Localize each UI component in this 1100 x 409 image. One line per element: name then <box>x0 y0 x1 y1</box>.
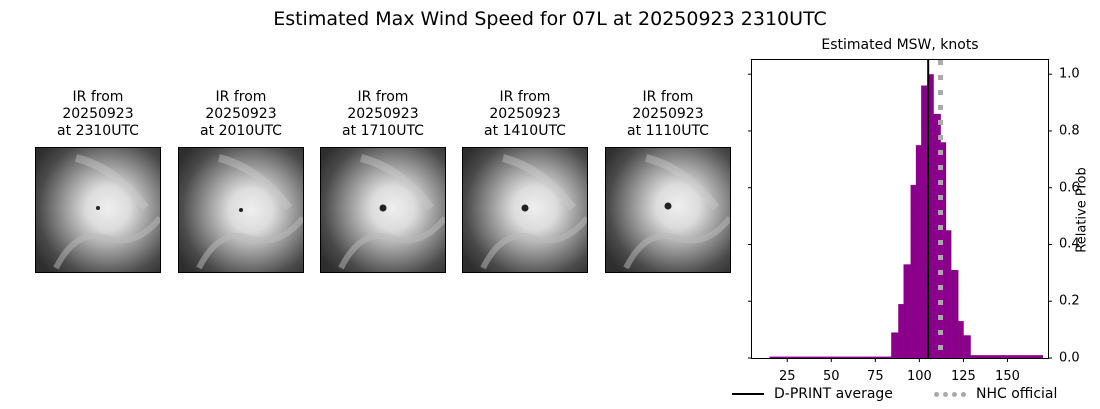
ir-satellite-image <box>605 147 731 273</box>
histogram-bar <box>958 321 964 358</box>
legend-label: NHC official <box>976 386 1058 402</box>
histogram-bar <box>898 304 904 358</box>
histogram-bar <box>921 85 929 359</box>
y-tick-label: 0.6 <box>1059 180 1080 196</box>
histogram-bar <box>940 142 947 358</box>
ir-panel-title: IR from 20250923 at 1110UTC <box>627 89 709 139</box>
legend-item-nhc: NHC official <box>934 386 1057 402</box>
histogram-bar <box>933 113 941 358</box>
ir-panel: IR from 20250923 at 2310UTC <box>33 89 163 273</box>
ir-panel-title: IR from 20250923 at 1710UTC <box>342 89 424 139</box>
histogram-bar <box>928 74 934 358</box>
ir-panel-title: IR from 20250923 at 2010UTC <box>200 89 282 139</box>
x-tick-label: 125 <box>951 369 976 384</box>
msw-histogram-plot <box>748 59 1052 362</box>
figure-title: Estimated Max Wind Speed for 07L at 2025… <box>273 8 827 30</box>
histogram-bar <box>951 270 959 358</box>
ir-satellite-image <box>178 147 304 273</box>
y-tick-label: 0.4 <box>1059 236 1080 252</box>
histogram-bar <box>891 332 899 358</box>
y-axis-label: Relative Prob <box>1074 167 1090 253</box>
x-tick-label: 50 <box>823 369 840 384</box>
ir-panel: IR from 20250923 at 1710UTC <box>318 89 448 273</box>
histogram-bar <box>945 230 952 358</box>
ir-panel: IR from 20250923 at 1410UTC <box>460 89 590 273</box>
solid-line-icon <box>732 393 764 395</box>
histogram-bar <box>903 264 911 358</box>
histogram-bar <box>910 184 917 358</box>
y-tick-label: 0.0 <box>1059 350 1080 366</box>
histogram-svg <box>748 60 1052 362</box>
x-tick-label: 100 <box>906 369 932 384</box>
histogram-bar <box>963 335 971 358</box>
ir-panel-title: IR from 20250923 at 1410UTC <box>484 89 566 139</box>
histogram-bar <box>769 356 892 358</box>
legend-label: D-PRINT average <box>774 386 893 402</box>
y-tick-label: 0.8 <box>1059 123 1080 139</box>
y-tick-label: 1.0 <box>1059 66 1080 82</box>
legend-item-dprint: D-PRINT average <box>732 386 893 402</box>
ir-panel-title: IR from 20250923 at 2310UTC <box>57 89 139 139</box>
ir-satellite-image <box>320 147 446 273</box>
x-tick-label: 75 <box>867 369 884 384</box>
dotted-line-icon <box>934 391 966 397</box>
x-tick-label: 25 <box>778 369 796 384</box>
y-tick-label: 0.2 <box>1059 293 1080 309</box>
histogram-bar <box>915 145 922 358</box>
chart-title: Estimated MSW, knots <box>821 37 979 53</box>
x-tick-label: 150 <box>995 369 1020 384</box>
histogram-bar <box>970 355 1044 358</box>
ir-satellite-image <box>35 147 161 273</box>
ir-satellite-image <box>462 147 588 273</box>
ir-panel: IR from 20250923 at 1110UTC <box>603 89 733 273</box>
ir-panel: IR from 20250923 at 2010UTC <box>176 89 306 273</box>
